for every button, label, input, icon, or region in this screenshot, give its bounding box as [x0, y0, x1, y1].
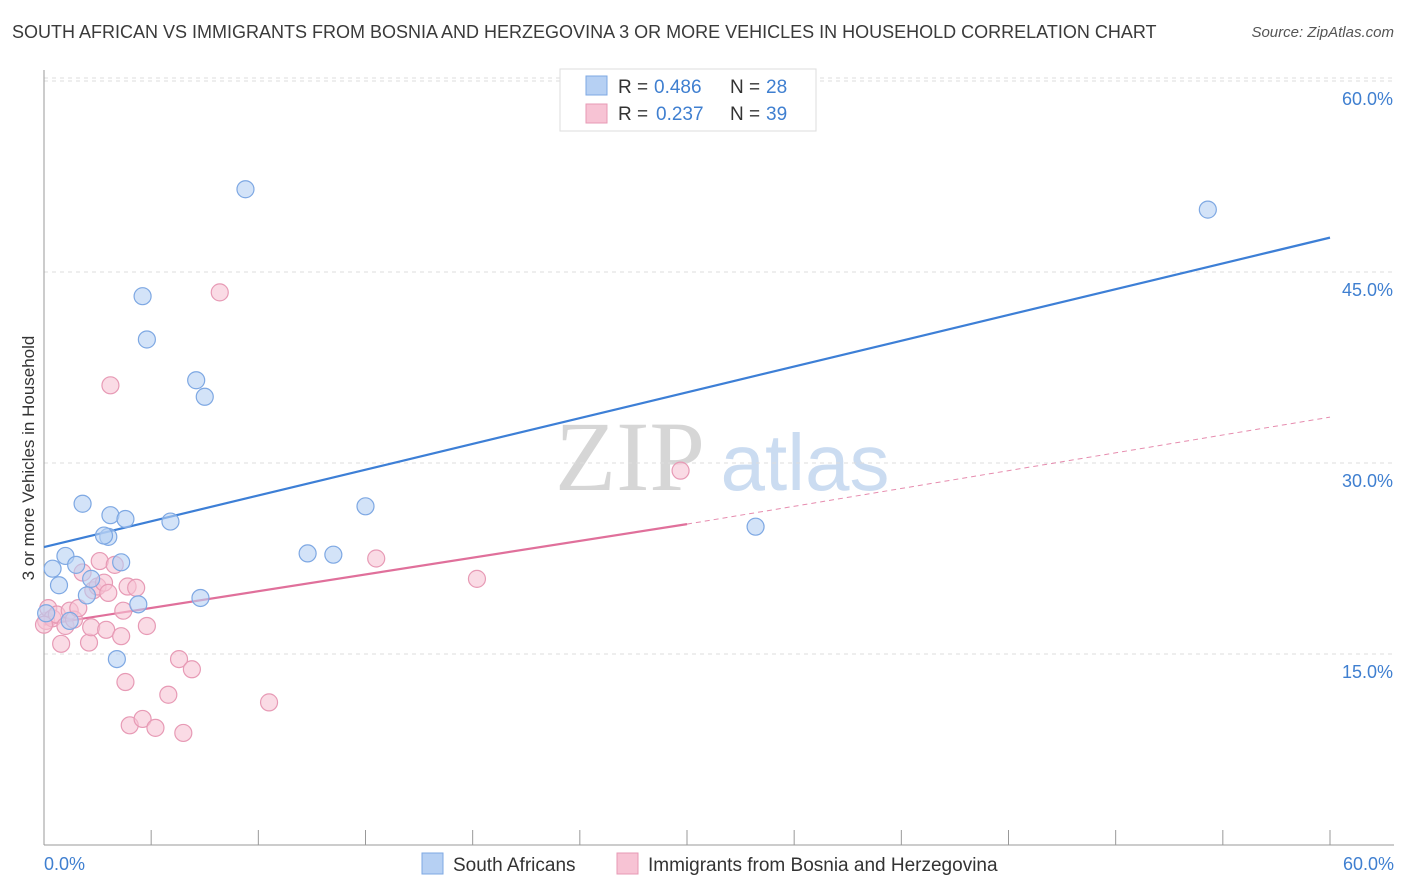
x-tick-label-max: 60.0%	[1343, 854, 1394, 874]
point-south-africans-15	[129, 595, 148, 614]
point-south-africans-23	[298, 544, 317, 563]
point-south-africans-25	[356, 497, 375, 516]
legend-r-label-blue: R =	[618, 77, 648, 98]
legend-n-value-blue: 28	[766, 77, 787, 98]
point-south-africans-12	[107, 649, 126, 669]
stats-legend: R = 0.486 N = 28 R = 0.237 N = 39	[559, 68, 817, 132]
point-south-africans-24	[324, 545, 343, 564]
watermark: ZIP atlas	[555, 401, 889, 512]
point-bosnia-16	[99, 583, 118, 602]
series-legend-swatch-blue	[421, 852, 444, 875]
point-bosnia-18	[101, 376, 120, 395]
point-bosnia-34	[259, 693, 279, 712]
point-bosnia-26	[133, 709, 152, 729]
point-south-africans-18	[161, 512, 180, 531]
point-south-africans-14	[116, 509, 135, 529]
point-south-africans-4	[60, 611, 79, 630]
point-south-africans-0	[37, 604, 56, 623]
point-south-africans-1	[43, 559, 62, 578]
point-bosnia-17	[97, 620, 116, 639]
point-bosnia-33	[210, 283, 229, 302]
point-bosnia-22	[116, 672, 135, 692]
point-bosnia-14	[90, 551, 109, 571]
x-tick-label-min: 0.0%	[44, 854, 85, 874]
chart-source: Source: ZipAtlas.com	[1251, 24, 1394, 41]
chart-title: SOUTH AFRICAN VS IMMIGRANTS FROM BOSNIA …	[12, 22, 1157, 42]
series-legend-label-pink: Immigrants from Bosnia and Herzegovina	[648, 855, 998, 876]
x-ticks	[43, 830, 1331, 845]
legend-n-label-blue: N =	[730, 77, 760, 98]
point-south-africans-8	[82, 569, 101, 588]
point-bosnia-27	[137, 616, 156, 636]
y-tick-labels: 15.0% 30.0% 45.0% 60.0%	[1342, 89, 1393, 682]
legend-n-value-pink: 39	[766, 104, 787, 125]
legend-r-value-pink: 0.237	[656, 104, 704, 125]
point-bosnia-30	[169, 649, 189, 669]
point-bosnia-31	[174, 723, 193, 743]
point-bosnia-32	[182, 660, 201, 679]
point-south-africans-16	[133, 287, 152, 306]
point-bosnia-21	[114, 601, 133, 620]
point-bosnia-25	[127, 578, 146, 597]
y-tick-label-1: 30.0%	[1342, 471, 1393, 491]
point-bosnia-36	[467, 569, 487, 588]
point-south-africans-10	[94, 526, 114, 545]
legend-swatch-pink	[585, 103, 608, 124]
point-bosnia-4	[52, 634, 71, 653]
point-south-africans-5	[67, 555, 86, 574]
point-south-africans-20	[191, 588, 210, 608]
y-tick-label-3: 60.0%	[1342, 89, 1393, 109]
point-south-africans-6	[73, 494, 92, 513]
trend-line-bosnia-extension	[686, 416, 1331, 525]
legend-n-label-pink: N =	[730, 104, 760, 125]
legend-r-label-pink: R =	[618, 104, 648, 125]
data-points	[34, 180, 1217, 743]
point-bosnia-8	[69, 599, 88, 618]
point-south-africans-21	[195, 387, 214, 406]
point-south-africans-11	[101, 506, 120, 525]
grid	[44, 77, 1394, 655]
y-tick-label-2: 45.0%	[1342, 280, 1393, 300]
point-bosnia-37	[671, 461, 690, 480]
y-tick-label-0: 15.0%	[1342, 662, 1393, 682]
point-south-africans-19	[187, 371, 206, 390]
y-axis-label: 3 or more Vehicles in Household	[19, 336, 38, 581]
point-south-africans-26	[746, 517, 765, 536]
point-bosnia-10	[79, 633, 99, 652]
series-legend-label-blue: South Africans	[453, 855, 576, 876]
trend-line-bosnia	[43, 523, 688, 626]
point-south-africans-27	[1198, 200, 1217, 219]
watermark-zip: ZIP	[555, 401, 705, 512]
point-bosnia-29	[159, 685, 178, 704]
point-bosnia-11	[82, 618, 101, 637]
legend-r-value-blue: 0.486	[654, 77, 702, 98]
point-bosnia-20	[112, 627, 131, 646]
trend-lines	[43, 236, 1331, 626]
point-bosnia-35	[367, 549, 386, 568]
legend-swatch-blue	[585, 75, 608, 96]
point-south-africans-22	[236, 180, 255, 199]
point-south-africans-13	[112, 553, 131, 572]
point-south-africans-2	[49, 576, 69, 595]
trend-line-south-africans	[43, 236, 1331, 549]
point-south-africans-17	[137, 330, 156, 349]
point-south-africans-7	[77, 586, 96, 605]
series-legend-swatch-pink	[616, 852, 639, 875]
series-legend: South Africans Immigrants from Bosnia an…	[421, 852, 998, 876]
point-bosnia-28	[146, 718, 165, 737]
